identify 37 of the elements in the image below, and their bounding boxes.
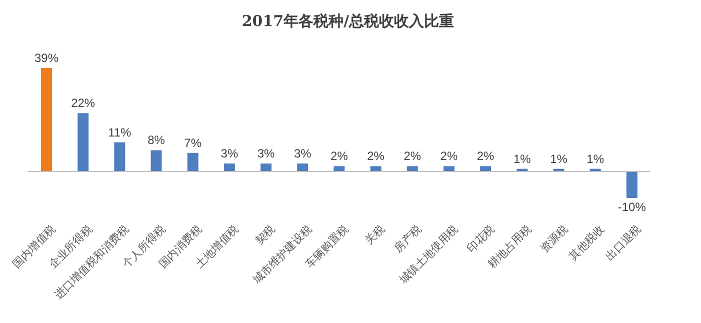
- bar: [260, 164, 272, 172]
- data-label: 39%: [34, 51, 59, 65]
- bar: [224, 164, 235, 172]
- data-label: 2%: [404, 149, 422, 164]
- x-tick-label: 印花税: [464, 222, 498, 256]
- data-label: 11%: [108, 125, 132, 140]
- data-label: 2%: [476, 149, 495, 164]
- data-label: 7%: [184, 136, 202, 150]
- bar: [41, 68, 52, 172]
- data-label: 3%: [220, 146, 238, 161]
- data-label: 2%: [367, 149, 385, 164]
- data-label: 3%: [257, 146, 276, 161]
- data-label: 1%: [513, 152, 532, 166]
- data-label: -10%: [618, 200, 646, 214]
- bar: [626, 171, 638, 198]
- chart-title: 2017年各税种/总税收收入比重: [240, 12, 456, 31]
- data-label: 8%: [148, 133, 166, 148]
- bar: [443, 166, 454, 172]
- x-tick-label: 出口退税: [603, 222, 644, 263]
- bar: [480, 166, 492, 172]
- bar: [297, 164, 308, 172]
- x-tick-label: 房产税: [391, 222, 424, 256]
- bar: [370, 166, 382, 172]
- bar: [114, 142, 126, 172]
- data-label: 2%: [440, 149, 458, 164]
- x-tick-label: 契税: [252, 222, 278, 248]
- x-tick-label: 关税: [362, 222, 388, 248]
- data-label: 3%: [294, 146, 312, 161]
- bar: [78, 113, 89, 172]
- data-label: 22%: [71, 96, 96, 110]
- bar: [406, 166, 418, 172]
- data-label: 1%: [550, 152, 568, 166]
- data-label: 1%: [586, 152, 604, 166]
- data-label: 2%: [330, 149, 348, 164]
- bar: [187, 152, 198, 172]
- bar: [334, 166, 345, 172]
- bar: [150, 150, 162, 172]
